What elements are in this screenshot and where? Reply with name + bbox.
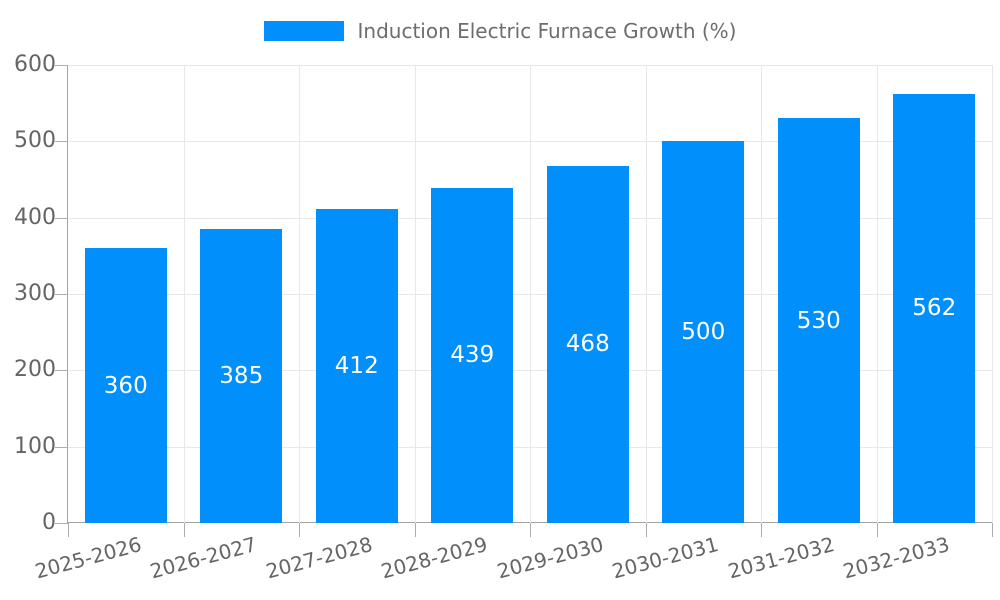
bar-2026-2027: 385 [200, 229, 283, 523]
bar-value-label: 530 [796, 307, 841, 334]
x-axis-label: 2026-2027 [147, 532, 260, 584]
x-axis-tick [414, 523, 416, 537]
bar-value-label: 562 [912, 295, 957, 322]
legend: Induction Electric Furnace Growth (%) [0, 21, 1000, 41]
x-gridline [645, 65, 647, 523]
bar-value-label: 412 [334, 352, 379, 379]
y-axis-label: 400 [14, 204, 56, 230]
legend-swatch [263, 21, 344, 41]
x-axis-label: 2025-2026 [32, 532, 144, 584]
bar-2027-2028: 412 [315, 208, 398, 523]
y-axis-tick [55, 141, 68, 143]
x-axis-tick [645, 523, 647, 537]
bar-2028-2029: 439 [431, 187, 514, 523]
y-axis-tick [55, 446, 68, 448]
x-axis-tick [68, 523, 69, 537]
x-axis-label: 2028-2029 [378, 532, 491, 584]
x-gridline [876, 65, 878, 523]
x-axis-tick [992, 523, 993, 537]
y-axis-label: 100 [14, 433, 56, 459]
bar-value-label: 385 [219, 363, 264, 390]
bar-2032-2033: 562 [893, 94, 976, 523]
bar-value-label: 500 [681, 319, 726, 346]
y-axis-tick [55, 523, 68, 524]
x-gridline [761, 65, 762, 523]
x-gridline [299, 65, 300, 523]
y-axis-label: 300 [14, 281, 56, 306]
y-axis-tick [55, 370, 68, 372]
bar-value-label: 360 [103, 372, 148, 399]
y-axis-tick [55, 65, 68, 66]
x-axis-tick [299, 523, 300, 537]
bar-value-label: 468 [565, 331, 610, 358]
x-gridline [992, 65, 993, 523]
x-axis-tick [761, 523, 762, 537]
x-axis-tick [876, 523, 878, 537]
y-axis-label: 600 [14, 52, 56, 77]
y-axis-label: 200 [14, 357, 56, 383]
x-gridline [183, 65, 185, 523]
x-axis-label: 2031-2032 [725, 532, 837, 584]
x-axis-label: 2032-2033 [840, 532, 953, 584]
x-axis-label: 2029-2030 [494, 532, 606, 584]
y-axis-label: 500 [14, 128, 56, 154]
legend-label: Induction Electric Furnace Growth (%) [357, 19, 737, 43]
bar-value-label: 439 [450, 342, 495, 369]
x-axis-label: 2027-2028 [263, 532, 375, 584]
bar-2030-2031: 500 [662, 141, 745, 523]
x-axis-label: 2030-2031 [609, 532, 722, 584]
x-axis-tick [530, 523, 531, 537]
y-axis-tick [55, 217, 68, 219]
bar-2025-2026: 360 [84, 248, 167, 523]
x-gridline [530, 65, 531, 523]
y-axis-label: 0 [42, 510, 56, 535]
x-gridline [414, 65, 416, 523]
bar-2029-2030: 468 [546, 165, 629, 523]
y-axis-tick [55, 294, 68, 295]
bar-2031-2032: 530 [777, 118, 860, 523]
x-axis-tick [183, 523, 185, 537]
